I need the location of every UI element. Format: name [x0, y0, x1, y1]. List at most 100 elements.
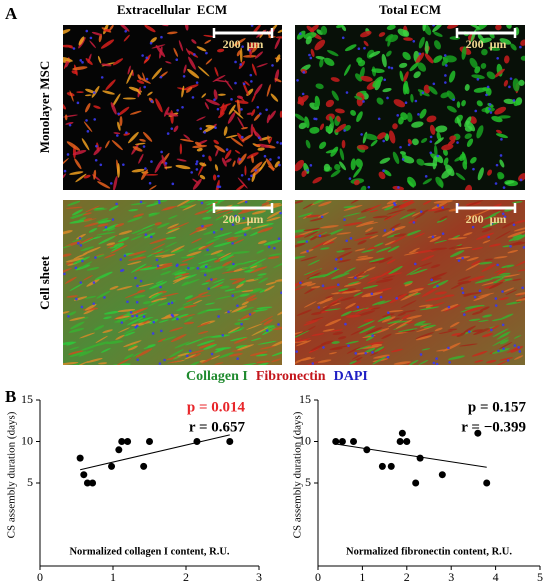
- cell: [266, 210, 282, 219]
- cell: [108, 205, 119, 211]
- cell: [379, 157, 391, 164]
- nucleus: [501, 212, 505, 216]
- nucleus: [461, 256, 464, 260]
- nucleus: [519, 178, 523, 182]
- nucleus: [234, 60, 237, 64]
- data-point: [226, 438, 234, 445]
- y-tick-label: 10: [21, 433, 33, 447]
- nucleus: [476, 78, 480, 81]
- nucleus: [92, 281, 96, 284]
- cell: [427, 208, 444, 212]
- nucleus: [75, 297, 78, 301]
- cell: [138, 153, 144, 164]
- cell: [343, 204, 363, 211]
- cell: [113, 242, 124, 247]
- cell: [118, 327, 131, 333]
- nucleus: [435, 362, 439, 365]
- cell: [218, 252, 232, 260]
- cell: [443, 157, 449, 166]
- cell: [393, 233, 408, 237]
- cell: [371, 68, 385, 74]
- nucleus: [461, 291, 465, 295]
- cell: [465, 262, 481, 271]
- cell: [365, 291, 384, 297]
- cell: [311, 286, 321, 289]
- nucleus: [150, 100, 154, 103]
- cell: [237, 363, 257, 365]
- x-axis-label: Normalized collagen I content, R.U.: [69, 546, 229, 557]
- cell: [394, 320, 411, 323]
- cell: [384, 215, 392, 220]
- nucleus: [301, 92, 305, 96]
- cell: [373, 242, 384, 247]
- cell: [295, 159, 305, 172]
- cell: [187, 68, 200, 79]
- cell: [473, 87, 487, 93]
- nucleus: [339, 257, 343, 261]
- cell: [63, 362, 79, 365]
- cell: [434, 144, 438, 158]
- cell: [248, 258, 267, 268]
- data-point: [76, 454, 84, 462]
- cell: [313, 100, 320, 108]
- nucleus: [155, 258, 159, 262]
- cell: [127, 343, 137, 349]
- cell: [341, 289, 361, 294]
- cell: [254, 265, 263, 269]
- cell: [217, 48, 225, 53]
- cell: [376, 97, 384, 105]
- nucleus: [242, 216, 245, 220]
- cell: [181, 85, 185, 98]
- nucleus: [119, 258, 123, 261]
- cell: [343, 282, 362, 287]
- cell: [128, 209, 139, 212]
- cell: [179, 143, 183, 155]
- cell: [130, 235, 143, 241]
- nucleus: [214, 126, 217, 129]
- cell: [238, 60, 245, 69]
- cell: [131, 229, 144, 235]
- cell: [204, 202, 221, 210]
- cell: [118, 25, 130, 32]
- cell: [325, 318, 342, 327]
- cell: [317, 212, 329, 218]
- cell: [350, 329, 364, 336]
- cell: [122, 97, 136, 100]
- nucleus: [364, 351, 367, 355]
- cell: [231, 251, 250, 254]
- nucleus: [499, 154, 503, 157]
- cell: [129, 307, 149, 315]
- cell: [169, 327, 184, 332]
- cell: [123, 34, 130, 42]
- cell: [179, 205, 195, 208]
- nucleus: [232, 262, 235, 266]
- nucleus: [494, 297, 498, 300]
- cell: [328, 352, 337, 355]
- nucleus: [412, 39, 416, 43]
- nucleus: [496, 263, 499, 267]
- nucleus: [343, 129, 346, 132]
- cell: [229, 336, 248, 342]
- cell: [272, 326, 282, 331]
- nucleus: [414, 99, 418, 103]
- cell: [355, 158, 363, 168]
- cell: [183, 64, 187, 74]
- cell: [513, 219, 525, 224]
- cell: [93, 146, 102, 156]
- cell: [84, 94, 92, 97]
- nucleus: [134, 326, 138, 329]
- cell: [127, 65, 131, 75]
- cell: [387, 320, 401, 325]
- cell: [378, 256, 393, 264]
- cell: [261, 202, 270, 206]
- cell: [241, 134, 253, 142]
- cell: [335, 25, 343, 29]
- cell: [501, 273, 521, 278]
- nucleus: [195, 168, 199, 171]
- nucleus: [241, 45, 244, 48]
- cell: [144, 25, 156, 33]
- nucleus: [473, 295, 477, 299]
- nucleus: [170, 301, 174, 305]
- cell: [169, 226, 179, 230]
- cell: [68, 346, 80, 351]
